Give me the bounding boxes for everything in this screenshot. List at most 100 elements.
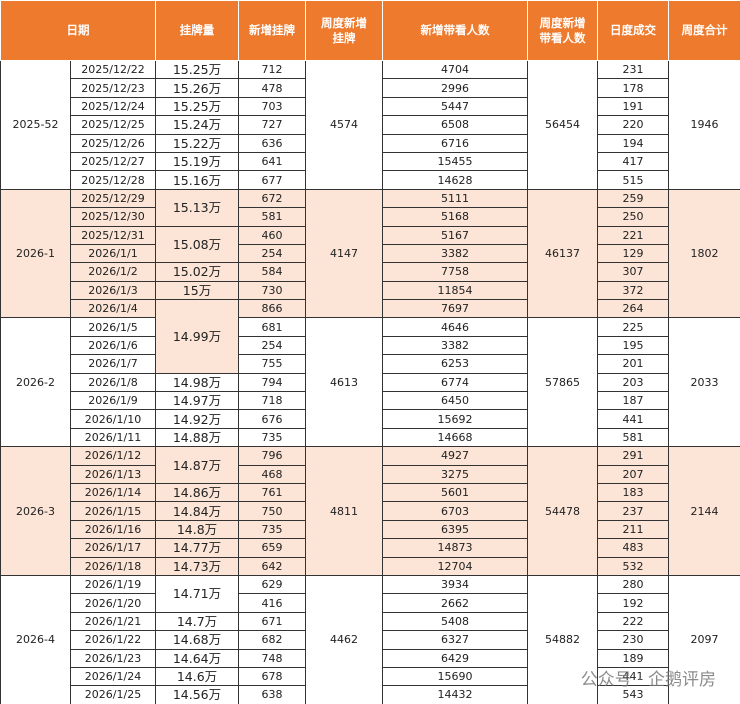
listings-cell: 14.68万	[155, 630, 239, 650]
week-label: 2026-1	[0, 188, 71, 319]
header-row: 日期 挂牌量 新增挂牌 周度新增 挂牌 新增带看人数 周度新增 带看人数 日度成交 周度合计	[0, 0, 740, 61]
weekly-new-listings: 4613	[305, 317, 383, 448]
data-row: 2026/1/24 14.6万 678 15690 441	[1, 666, 740, 687]
new-listings-cell: 727	[238, 115, 306, 135]
data-row: 2026/1/1 254 3382 129	[1, 243, 740, 264]
viewings-cell: 6327	[382, 630, 528, 650]
date-cell: 2026/1/16	[70, 519, 156, 540]
deals-cell: 129	[597, 243, 669, 264]
new-listings-cell: 730	[238, 280, 306, 301]
listings-cell: 14.64万	[155, 648, 239, 668]
deals-cell: 207	[597, 464, 669, 484]
listings-cell: 15.22万	[155, 133, 239, 153]
data-row: 2026/1/7 755 6253 201	[1, 354, 740, 374]
viewings-cell: 4646	[382, 317, 528, 337]
new-listings-cell: 748	[238, 648, 306, 668]
new-listings-cell: 796	[238, 446, 306, 466]
data-row: 2025/12/27 15.19万 641 15455 417	[1, 151, 740, 172]
data-row: 2026/1/23 14.64万 748 6429 189	[1, 648, 740, 668]
viewings-cell: 6450	[382, 391, 528, 411]
weekly-new-listings: 4147	[305, 188, 383, 319]
data-row: 2026/1/13 468 3275 207	[1, 464, 740, 484]
listings-cell: 14.6万	[155, 666, 239, 687]
date-cell: 2026/1/13	[70, 464, 156, 484]
week-label: 2026-3	[0, 446, 71, 576]
date-cell: 2025/12/27	[70, 151, 156, 172]
new-listings-cell: 584	[238, 262, 306, 282]
listings-cell: 15.26万	[155, 78, 239, 98]
data-row: 2026/1/3 15万 730 11854 372	[1, 280, 740, 301]
date-cell: 2026/1/21	[70, 611, 156, 632]
date-cell: 2025/12/22	[70, 59, 156, 80]
date-cell: 2026/1/6	[70, 335, 156, 356]
data-row: 2026/1/25 14.56万 638 14432 543	[1, 685, 740, 704]
deals-cell: 532	[597, 556, 669, 576]
new-listings-cell: 460	[238, 225, 306, 245]
listings-cell: 14.7万	[155, 611, 239, 632]
watermark: 公众号 · 企鹅评房	[580, 670, 716, 690]
weekly-viewings: 57865	[527, 317, 598, 448]
viewings-cell: 5601	[382, 482, 528, 503]
deals-cell: 250	[597, 207, 669, 227]
deals-cell: 222	[597, 611, 669, 632]
new-listings-cell: 642	[238, 556, 306, 576]
data-row: 2026/1/16 14.8万 735 6395 211	[1, 519, 740, 540]
deals-cell: 201	[597, 354, 669, 374]
new-listings-cell: 682	[238, 630, 306, 650]
header-cell: 日度成交	[597, 0, 669, 61]
listings-cell: 14.8万	[155, 519, 239, 540]
data-row: 2026/1/20 416 2662 192	[1, 593, 740, 613]
deals-cell: 372	[597, 280, 669, 301]
date-cell: 2026/1/2	[70, 262, 156, 282]
viewings-cell: 7758	[382, 262, 528, 282]
date-cell: 2026/1/15	[70, 501, 156, 521]
date-cell: 2026/1/19	[70, 574, 156, 595]
deals-cell: 192	[597, 593, 669, 613]
date-cell: 2026/1/18	[70, 556, 156, 576]
deals-cell: 225	[597, 317, 669, 337]
weekly-deals: 1946	[668, 60, 740, 190]
new-listings-cell: 866	[238, 299, 306, 319]
new-listings-cell: 735	[238, 519, 306, 540]
new-listings-cell: 755	[238, 354, 306, 374]
weekly-deals: 1802	[668, 188, 740, 319]
date-cell: 2026/1/20	[70, 593, 156, 613]
header-cell: 日期	[0, 0, 156, 61]
viewings-cell: 2662	[382, 593, 528, 613]
deals-cell: 280	[597, 574, 669, 595]
deals-cell: 178	[597, 78, 669, 98]
data-row: 2026/1/2 15.02万 584 7758 307	[1, 262, 740, 282]
header-cell: 周度新增 挂牌	[305, 0, 383, 61]
week-label: 2026-2	[0, 317, 71, 448]
new-listings-cell: 761	[238, 482, 306, 503]
deals-cell: 187	[597, 391, 669, 411]
new-listings-cell: 718	[238, 391, 306, 411]
week-label: 2026-4	[0, 574, 71, 704]
listings-cell: 14.97万	[155, 391, 239, 411]
new-listings-cell: 629	[238, 574, 306, 595]
new-listings-cell: 678	[238, 666, 306, 687]
data-row: 2025/12/30 581 5168 250	[1, 207, 740, 227]
deals-cell: 203	[597, 372, 669, 393]
listings-cell: 14.71万	[155, 574, 239, 613]
new-listings-cell: 254	[238, 335, 306, 356]
date-cell: 2025/12/30	[70, 207, 156, 227]
listings-cell: 15.16万	[155, 170, 239, 190]
viewings-cell: 14432	[382, 685, 528, 704]
date-cell: 2026/1/17	[70, 538, 156, 558]
data-row: 2026/1/21 14.7万 671 5408 222	[1, 611, 740, 632]
weekly-viewings: 56454	[527, 60, 598, 190]
date-cell: 2026/1/4	[70, 299, 156, 319]
date-cell: 2026/1/3	[70, 280, 156, 301]
deals-cell: 189	[597, 648, 669, 668]
listings-cell: 15.24万	[155, 115, 239, 135]
data-row: 2026-3 2026/1/12 14.87万 796 4811 4927 54478 291…	[0, 446, 740, 576]
data-row: 2026-1 2025/12/29 15.13万 672 4147 5111 46137 25…	[0, 188, 740, 319]
date-cell: 2026/1/1	[70, 243, 156, 264]
data-row: 2025/12/23 15.26万 478 2996 178	[1, 78, 740, 98]
date-cell: 2025/12/23	[70, 78, 156, 98]
new-listings-cell: 735	[238, 427, 306, 448]
new-listings-cell: 672	[238, 188, 306, 209]
new-listings-cell: 677	[238, 170, 306, 190]
